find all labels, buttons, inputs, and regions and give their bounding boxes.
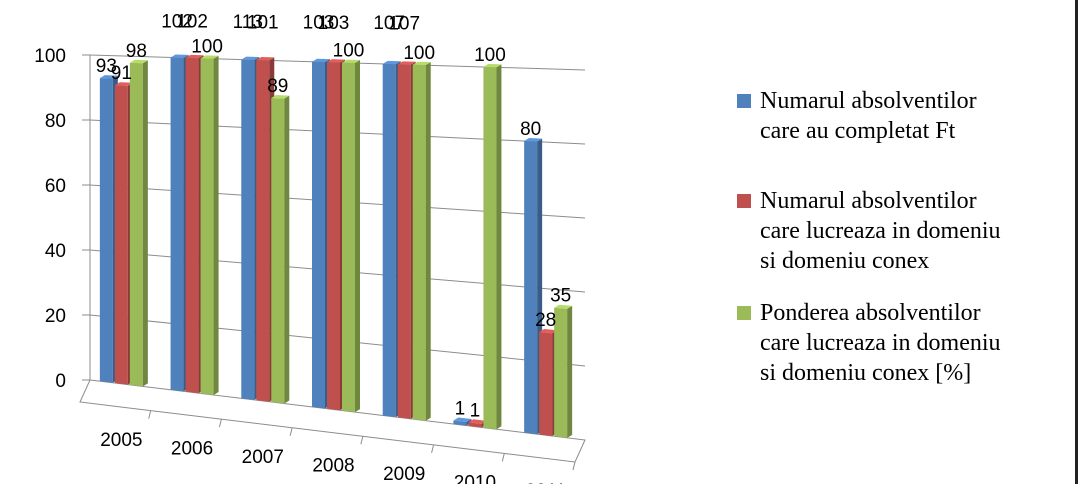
data-label-2006-series-3: 100 [191,36,223,57]
data-label-2010-series-3: 100 [474,45,506,66]
data-label-2007-series-1: 113 [233,12,263,33]
x-tick-label-2007: 2007 [242,447,284,468]
data-label-2005-series-3: 98 [126,41,147,62]
legend-text-3-line-1: Ponderea absolventilor [760,300,981,326]
data-label-2011-series-2: 28 [535,310,556,331]
y-tick-label-0: 0 [55,371,66,392]
data-label-2006-series-2: 102 [176,12,208,33]
data-label-2010-series-2: 1 [470,400,481,421]
legend-text-1-line-2: care au completat Ft [760,118,956,144]
x-tick-mark-2011 [572,461,576,471]
y-axis: 0 20 40 60 80 100 [34,46,91,392]
legend-text-2-line-2: care lucreaza in domeniu [760,218,1001,244]
data-label-2007-series-3: 89 [267,76,288,97]
data-label-2009-series-1: 107 [373,13,405,34]
data-label-2009-series-2: 107 [388,13,420,34]
y-tick-label-20: 20 [45,306,66,327]
bar-2010-series-3 [483,63,502,430]
bar-2008-series-3 [342,59,360,413]
x-tick-label-2011: 2011 [525,481,566,484]
legend-entry-1: Numarul absolventilor care au completat F… [737,88,977,144]
x-tick-mark-2008 [360,436,364,445]
data-label-2010-series-1: 1 [455,398,466,419]
data-label-2011-series-3: 35 [550,286,571,307]
x-tick-label-2005: 2005 [100,430,142,451]
x-tick-mark-2005 [148,410,152,419]
data-label-2008-series-3: 100 [333,41,365,62]
legend-text-3-line-2: care lucreaza in domeniu [760,330,1001,356]
x-tick-label-2006: 2006 [171,438,213,459]
bar-2006-series-3 [200,55,219,395]
bar-2009-series-3 [412,61,431,421]
legend-text-2-line-3: si domeniu conex [760,248,929,274]
data-label-2007-series-2: 101 [247,12,279,33]
x-tick-mark-2009 [431,444,435,453]
x-tick-label-2009: 2009 [383,464,425,484]
legend-swatch-1 [737,94,751,108]
legend-swatch-2 [737,194,751,208]
legend-text-1-line-1: Numarul absolventilor [760,88,977,114]
y-tick-label-80: 80 [45,111,66,132]
legend-text-3-line-3: si domeniu conex [%] [760,360,971,386]
x-tick-label-2010: 2010 [454,473,496,484]
bar-2010-series-2 [468,419,487,428]
x-tick-label-2008: 2008 [312,456,354,477]
x-tick-mark-2010 [501,453,505,462]
bar-2005-series-3 [129,59,148,387]
y-tick-label-40: 40 [45,241,66,262]
x-tick-mark-2007 [289,427,293,436]
bar-2007-series-3 [271,95,290,404]
data-label-2008-series-1: 103 [303,13,335,34]
data-label-2005-series-1: 93 [96,56,117,77]
y-tick-label-100: 100 [34,46,66,67]
legend-text-2-line-1: Numarul absolventilor [760,188,977,214]
data-label-2008-series-2: 103 [318,13,350,34]
right-border [1075,0,1078,484]
data-label-2011-series-1: 80 [520,119,541,140]
data-label-2005-series-2: 91 [111,63,132,84]
y-tick-label-60: 60 [45,176,66,197]
bars [99,54,573,438]
legend: Numarul absolventilor care au completat F… [737,88,1001,386]
legend-entry-3: Ponderea absolventilor care lucreaza in d… [737,300,1001,386]
x-tick-mark-2006 [218,419,222,428]
legend-entry-2: Numarul absolventilor care lucreaza in do… [737,188,1001,274]
data-label-2006-series-1: 102 [161,12,193,33]
bar-2011-series-3 [554,304,573,438]
data-label-2009-series-3: 100 [403,43,435,64]
x-axis: 2005 2006 2007 2008 2009 2010 2011 [100,410,576,484]
legend-swatch-3 [737,306,751,320]
